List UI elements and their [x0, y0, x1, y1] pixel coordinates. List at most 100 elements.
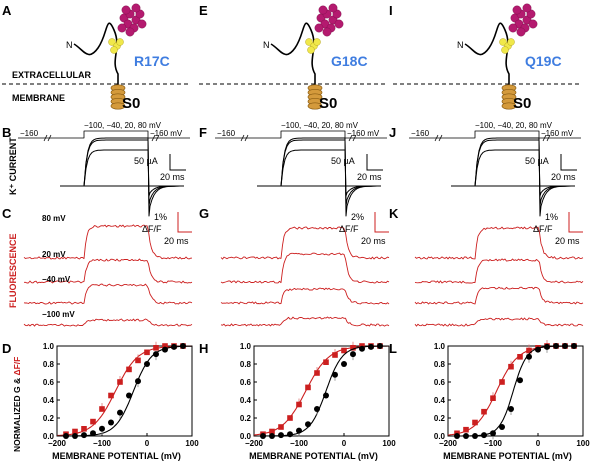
gv-chart: −200 −100 0 100 0.0 0.2 0.4 0.6 0.8 1.0 MEMBRANE P…: [240, 341, 396, 461]
fluorophore-atom: [117, 23, 127, 33]
x-tick-label: 100: [576, 439, 590, 448]
fluorophore-atom: [137, 19, 147, 29]
data-point-square: [463, 426, 469, 433]
axis-break: [348, 134, 357, 142]
plot-frame: [56, 345, 193, 437]
trace-voltage-label: −100 mV: [42, 310, 75, 319]
current-scale-amp: 50 µA: [134, 156, 158, 166]
cysteine-atom: [501, 46, 509, 54]
data-point-circle: [454, 433, 460, 439]
plot-frame: [447, 345, 584, 437]
plot-frame: [253, 345, 390, 437]
fluorescence-trace: [414, 258, 584, 284]
s0-helix-turn: [501, 102, 517, 110]
data-point-circle: [171, 343, 177, 350]
step-potentials: −100, −40, 20, 80 mV: [84, 121, 162, 130]
panel-letter: E: [199, 3, 208, 18]
panel-letter: L: [389, 341, 397, 356]
data-point-circle: [90, 430, 96, 437]
panel-letter: I: [389, 3, 393, 18]
x-tick-label: 100: [185, 439, 199, 448]
current-scale-time: 20 ms: [160, 172, 185, 182]
fluorophore-atom: [522, 3, 532, 13]
x-tick-label: 0: [342, 439, 347, 448]
data-point-circle: [490, 430, 496, 437]
data-point-circle: [305, 421, 311, 428]
data-point-circle: [571, 343, 577, 349]
data-point-square: [144, 349, 150, 356]
fluorescence-panel: 2% ΔF/F20 ms: [220, 212, 390, 327]
data-point-square: [90, 418, 96, 425]
fluorescence-trace: [414, 286, 584, 305]
data-point-circle: [72, 433, 78, 439]
axis-break: [43, 134, 52, 142]
data-point-circle: [535, 346, 541, 353]
n-terminus-label: N: [457, 40, 464, 50]
fluorescence-trace: [24, 258, 193, 284]
data-point-square: [323, 359, 329, 365]
axis-break: [542, 134, 551, 142]
current-panel: −160 −100, −40, 20, 80 mV−160 mV K⁺ CURREN…: [8, 121, 190, 217]
fluorophore-atom: [322, 27, 332, 37]
holding-potential: −160 mV: [150, 129, 183, 138]
column-r17c: A B C D EXTRACELLULAR MEMBRANE N R17C S0 −160 −100…: [2, 3, 199, 461]
y-axis-label-part: NORMALIZED G &: [12, 376, 22, 453]
data-point-square: [269, 428, 275, 435]
data-point-square: [72, 428, 78, 435]
data-point-circle: [99, 425, 105, 432]
y-tick-label: 0.6: [434, 378, 446, 387]
data-point-circle: [463, 433, 469, 439]
fluorescence-scale-unit: ΔF/F: [533, 224, 553, 234]
fluorophore-atom: [528, 19, 538, 29]
voltage-protocol: [215, 130, 387, 139]
current-axis-label: K⁺ CURRENT: [8, 137, 18, 195]
data-point-square: [296, 401, 302, 408]
data-point-circle: [517, 377, 523, 384]
column-q19c: I J K L N Q19C S0 −160 −100, −40, 20, 80 mV−160 …: [389, 3, 590, 461]
trace-voltage-label: −40 mV: [42, 275, 71, 284]
data-point-circle: [350, 351, 356, 358]
s0-helix-turn: [307, 102, 323, 110]
current-scale-time: 20 ms: [551, 172, 576, 182]
s0-label: S0: [513, 95, 531, 112]
fluorophore-atom: [314, 23, 324, 33]
gv-chart: −200 −100 0 100 0.0 0.2 0.4 0.6 0.8 1.0 MEMBRANE P…: [434, 340, 590, 461]
data-point-square: [481, 408, 487, 415]
s0-label: S0: [319, 95, 337, 112]
data-point-circle: [135, 378, 141, 385]
data-point-square: [117, 379, 123, 385]
panel-letter: B: [2, 125, 11, 140]
data-point-square: [499, 379, 505, 385]
data-point-circle: [314, 406, 320, 412]
y-tick-label: 0.4: [240, 396, 252, 405]
current-scale-time: 20 ms: [357, 172, 382, 182]
x-tick-label: −100: [93, 439, 112, 448]
fluorophore-atom: [508, 23, 518, 33]
current-trace: [60, 137, 184, 217]
holding-potential: −160 mV: [347, 129, 380, 138]
cysteine-atom: [507, 38, 515, 46]
y-tick-label: 1.0: [43, 342, 55, 351]
trace-voltage-label: 20 mV: [42, 250, 66, 259]
fluorophore-atom: [516, 27, 526, 37]
data-point-square: [350, 345, 356, 351]
current-scale-bar: [366, 154, 383, 171]
holding-potential: −160: [411, 129, 430, 138]
fluorescence-scale-value: 1%: [154, 212, 167, 222]
data-point-circle: [153, 351, 159, 358]
data-point-circle: [260, 433, 266, 439]
data-point-square: [472, 419, 478, 426]
y-tick-label: 0.0: [240, 432, 252, 441]
x-tick-label: −200: [439, 439, 458, 448]
current-scale-amp: 50 µA: [525, 156, 549, 166]
data-point-square: [108, 392, 114, 399]
fluorescence-scale-value: 1%: [545, 212, 558, 222]
data-point-circle: [287, 431, 293, 438]
cysteine-atom: [108, 38, 116, 46]
fit-curve: [448, 345, 583, 437]
data-point-square: [526, 347, 532, 354]
current-scale-amp: 50 µA: [331, 156, 355, 166]
y-tick-label: 0.8: [434, 360, 446, 369]
